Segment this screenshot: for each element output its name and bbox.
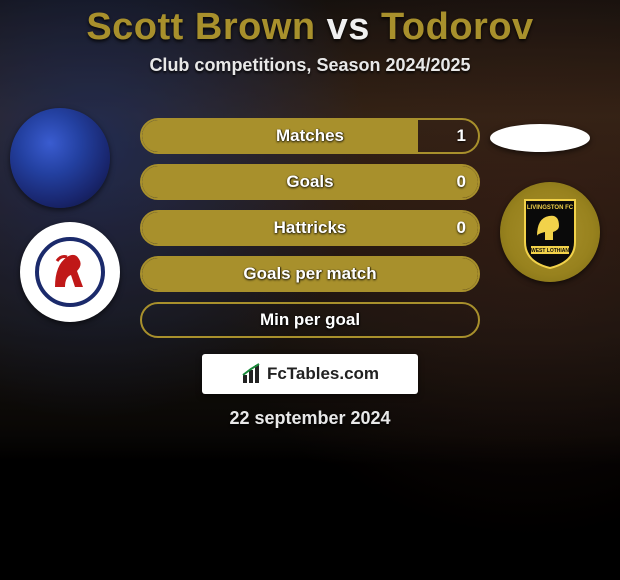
- stat-row: Min per goal: [140, 302, 480, 338]
- stat-value-right: 1: [457, 120, 466, 152]
- stat-rows: Matches1Goals0Hattricks0Goals per matchM…: [140, 118, 480, 348]
- vs-text: vs: [327, 6, 370, 48]
- watermark-text: FcTables.com: [267, 364, 379, 384]
- stat-label: Hattricks: [142, 212, 478, 244]
- svg-text:LIVINGSTON FC: LIVINGSTON FC: [527, 205, 574, 211]
- team-photo-a: [10, 108, 110, 208]
- stat-row: Goals0: [140, 164, 480, 200]
- blank-oval: [490, 124, 590, 152]
- player2-name: Todorov: [381, 6, 534, 48]
- subtitle: Club competitions, Season 2024/2025: [0, 55, 620, 76]
- infographic-card: Scott Brown vs Todorov Club competitions…: [0, 0, 620, 580]
- stat-label: Goals per match: [142, 258, 478, 290]
- raith-rovers-crest: [20, 222, 120, 322]
- svg-text:WEST LOTHIAN: WEST LOTHIAN: [531, 248, 569, 254]
- page-title: Scott Brown vs Todorov: [0, 0, 620, 49]
- crest-svg: LIVINGSTON FC WEST LOTHIAN: [515, 192, 585, 272]
- stat-label: Min per goal: [142, 304, 478, 336]
- stat-value-right: 0: [457, 166, 466, 198]
- stat-value-right: 0: [457, 212, 466, 244]
- stat-row: Goals per match: [140, 256, 480, 292]
- date-text: 22 september 2024: [0, 408, 620, 429]
- livingston-crest: LIVINGSTON FC WEST LOTHIAN: [500, 182, 600, 282]
- stat-row: Matches1: [140, 118, 480, 154]
- stat-label: Goals: [142, 166, 478, 198]
- watermark[interactable]: FcTables.com: [202, 354, 418, 394]
- bars-icon: [241, 363, 263, 385]
- crest-svg: [35, 237, 105, 307]
- stat-label: Matches: [142, 120, 478, 152]
- player1-name: Scott Brown: [86, 6, 315, 48]
- stat-row: Hattricks0: [140, 210, 480, 246]
